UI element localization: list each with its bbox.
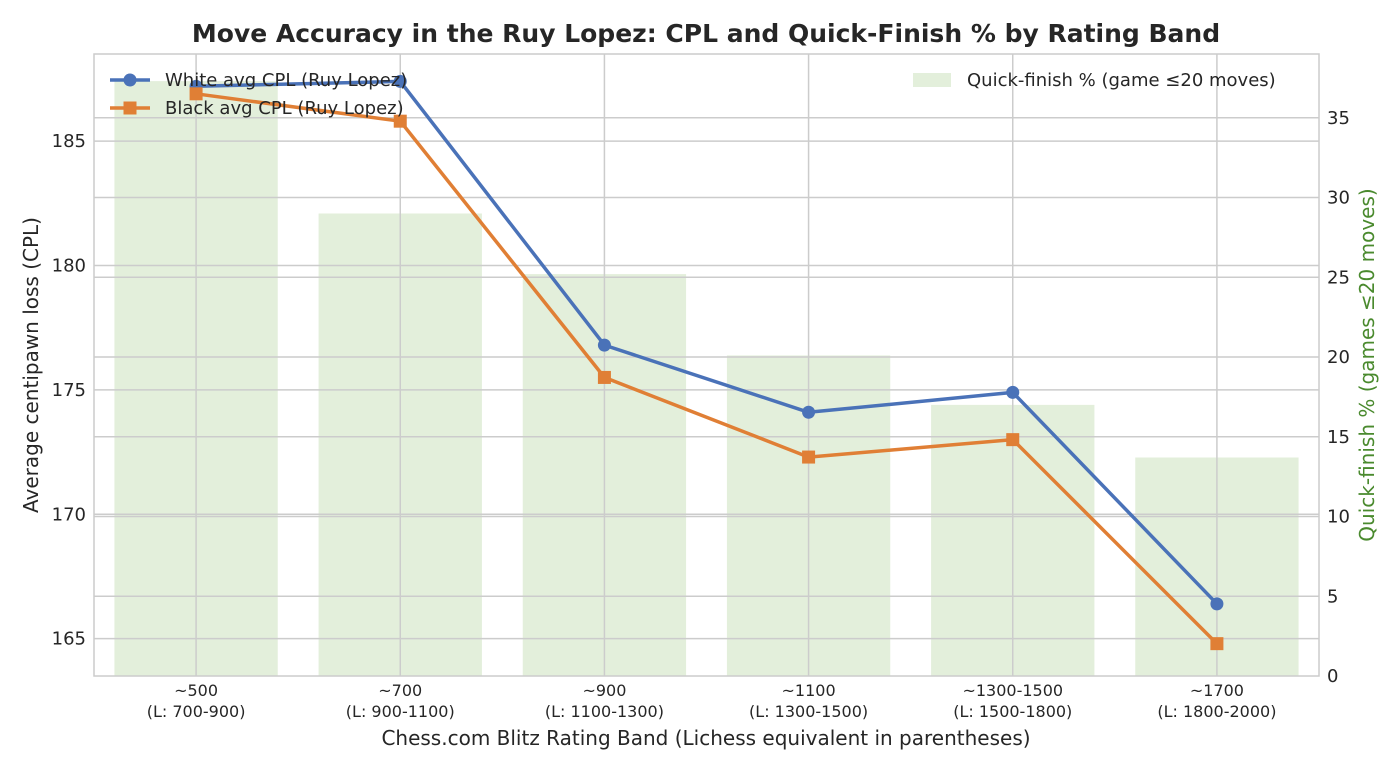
right-axis: 0 5 10 15 20 25 30 35 xyxy=(1327,108,1350,687)
y-left-tick-label: 165 xyxy=(52,629,86,650)
x-tick-sublabel: (L: 1100-1300) xyxy=(545,702,664,721)
series-line xyxy=(194,92,1219,646)
series-point xyxy=(1210,597,1224,611)
series-point xyxy=(189,87,203,101)
y-right-tick-label: 10 xyxy=(1327,507,1350,528)
y-right-tick-label: 15 xyxy=(1327,427,1350,448)
x-tick-label: ~1300-1500 xyxy=(962,681,1063,700)
series-line xyxy=(194,79,1219,606)
series-point xyxy=(393,114,407,128)
x-tick-label: ~700 xyxy=(378,681,422,700)
y-axis-label-right: Quick-finish % (games ≤20 moves) xyxy=(1355,188,1379,541)
x-tick-sublabel: (L: 700-900) xyxy=(147,702,246,721)
legend-bar-swatch xyxy=(913,73,951,87)
y-axis-label-left: Average centipawn loss (CPL) xyxy=(19,217,43,513)
x-tick-label: ~1700 xyxy=(1190,681,1244,700)
series-point xyxy=(1210,637,1224,651)
x-tick-label: ~1100 xyxy=(782,681,836,700)
y-left-tick-label: 170 xyxy=(52,504,86,525)
y-left-tick-label: 180 xyxy=(52,255,86,276)
series-point xyxy=(393,74,407,88)
series-point xyxy=(802,450,816,464)
y-right-tick-label: 5 xyxy=(1327,586,1338,607)
lines-layer xyxy=(189,74,1224,651)
legend-label: Black avg CPL (Ruy Lopez) xyxy=(165,98,404,119)
x-tick-sublabel: (L: 900-1100) xyxy=(346,702,455,721)
left-axis: 165 170 175 180 185 xyxy=(52,131,86,650)
y-left-tick-label: 185 xyxy=(52,131,86,152)
series-point xyxy=(597,338,611,352)
x-axis-label: Chess.com Blitz Rating Band (Lichess equ… xyxy=(381,726,1030,750)
grid-layer xyxy=(94,54,1319,676)
series-point xyxy=(1006,385,1020,399)
y-right-tick-label: 25 xyxy=(1327,267,1350,288)
x-axis: ~500 (L: 700-900) ~700 (L: 900-1100) ~900 (L:… xyxy=(147,681,1277,721)
legend-lines: White avg CPL (Ruy Lopez) Black avg CPL (… xyxy=(110,70,407,119)
series-point xyxy=(802,405,816,419)
chart-title: Move Accuracy in the Ruy Lopez: CPL and … xyxy=(192,19,1220,48)
legend-marker xyxy=(123,101,137,115)
y-right-tick-label: 20 xyxy=(1327,347,1350,368)
y-right-tick-label: 35 xyxy=(1327,108,1350,129)
legend-label: White avg CPL (Ruy Lopez) xyxy=(165,70,407,91)
x-tick-label: ~500 xyxy=(174,681,218,700)
x-tick-label: ~900 xyxy=(582,681,626,700)
series-point xyxy=(1006,433,1020,447)
legend-marker xyxy=(123,73,137,87)
series-point xyxy=(597,370,611,384)
legend-bars: Quick-finish % (game ≤20 moves) xyxy=(913,70,1276,91)
y-left-tick-label: 175 xyxy=(52,380,86,401)
plot-frame xyxy=(93,53,1320,677)
x-tick-sublabel: (L: 1800-2000) xyxy=(1157,702,1276,721)
y-right-tick-label: 0 xyxy=(1327,666,1338,687)
y-right-tick-label: 30 xyxy=(1327,188,1350,209)
x-tick-sublabel: (L: 1300-1500) xyxy=(749,702,868,721)
x-tick-sublabel: (L: 1500-1800) xyxy=(953,702,1072,721)
legend-label: Quick-finish % (game ≤20 moves) xyxy=(967,70,1276,91)
